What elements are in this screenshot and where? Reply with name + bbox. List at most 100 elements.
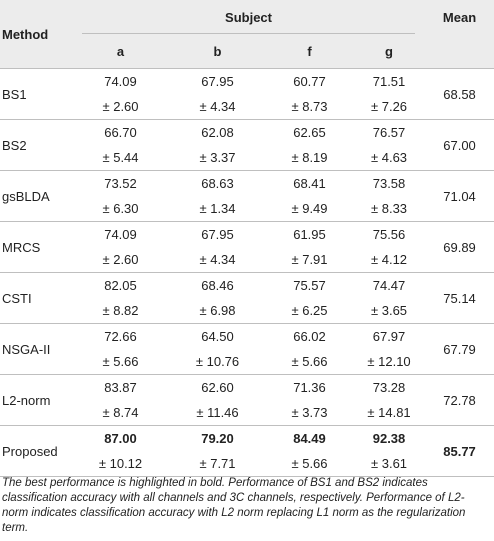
cell-value: 67.95 xyxy=(201,227,234,242)
cell-value: 72.66 xyxy=(104,329,137,344)
cell-std: ± 8.82 xyxy=(72,298,169,324)
cell-value: 62.08 xyxy=(201,125,234,140)
cell-std: ± 3.73 xyxy=(266,400,353,426)
cell-std: ± 8.19 xyxy=(266,145,353,171)
cell-value: 73.28 xyxy=(372,380,406,395)
cell-value: 82.05 xyxy=(104,278,137,293)
cell-value: 75.57 xyxy=(293,278,326,293)
method-name: gsBLDA xyxy=(0,170,72,222)
cell-value: 87.00 xyxy=(104,431,137,446)
table-row: CSTI 82.05 68.46 75.57 74.47 75.14 xyxy=(0,272,494,324)
cell-value: 64.50 xyxy=(201,329,234,344)
table-row-std: ± 8.82 ± 6.98 ± 6.25 ± 3.65 xyxy=(0,298,494,324)
table-row-std: ± 10.12 ± 7.71 ± 5.66 ± 3.61 xyxy=(0,451,494,477)
cell-std: ± 7.71 xyxy=(169,451,266,477)
header-subject-b: b xyxy=(169,34,266,69)
cell-std: ± 4.63 xyxy=(353,145,426,171)
cell-value: 74.09 xyxy=(104,74,137,89)
header-mean: Mean xyxy=(425,0,494,69)
mean-value: 67.00 xyxy=(425,119,494,171)
cell-std: ± 3.37 xyxy=(169,145,266,171)
table-footnote: The best performance is highlighted in b… xyxy=(2,477,466,534)
cell-value: 92.38 xyxy=(372,431,406,446)
cell-value: 67.95 xyxy=(201,74,234,89)
table-row-std: ± 2.60 ± 4.34 ± 8.73 ± 7.26 xyxy=(0,94,494,120)
table-body: BS1 74.09 67.95 60.77 71.51 68.58 ± 2.60… xyxy=(0,68,494,477)
cell-value: 84.49 xyxy=(293,431,326,446)
cell-std: ± 4.12 xyxy=(353,247,426,273)
cell-std: ± 4.34 xyxy=(169,247,266,273)
cell-std: ± 2.60 xyxy=(72,247,169,273)
cell-std: ± 8.74 xyxy=(72,400,169,426)
cell-value: 74.47 xyxy=(372,278,406,293)
cell-std: ± 2.60 xyxy=(72,94,169,120)
cell-std: ± 4.34 xyxy=(169,94,266,120)
method-name: BS1 xyxy=(0,68,72,120)
cell-value: 61.95 xyxy=(293,227,326,242)
header-subject-cell: Subject xyxy=(72,0,426,34)
cell-value: 68.46 xyxy=(201,278,234,293)
mean-value: 85.77 xyxy=(425,425,494,477)
table-row: gsBLDA 73.52 68.63 68.41 73.58 71.04 xyxy=(0,170,494,222)
mean-value: 75.14 xyxy=(425,272,494,324)
cell-std: ± 5.66 xyxy=(72,349,169,375)
cell-std: ± 11.46 xyxy=(169,400,266,426)
cell-std: ± 1.34 xyxy=(169,196,266,222)
cell-value: 71.51 xyxy=(372,74,406,89)
table-row: L2-norm 83.87 62.60 71.36 73.28 72.78 xyxy=(0,374,494,426)
cell-value: 73.52 xyxy=(104,176,137,191)
cell-std: ± 9.49 xyxy=(266,196,353,222)
cell-std: ± 5.66 xyxy=(266,349,353,375)
cell-value: 73.58 xyxy=(372,176,406,191)
cell-std: ± 10.76 xyxy=(169,349,266,375)
cell-std: ± 8.73 xyxy=(266,94,353,120)
table-row: NSGA-II 72.66 64.50 66.02 67.97 67.79 xyxy=(0,323,494,375)
cell-value: 74.09 xyxy=(104,227,137,242)
method-name: MRCS xyxy=(0,221,72,273)
header-subject-g: g xyxy=(353,34,426,69)
cell-std: ± 6.30 xyxy=(72,196,169,222)
cell-std: ± 12.10 xyxy=(353,349,426,375)
cell-value: 83.87 xyxy=(104,380,137,395)
table-row-std: ± 5.66 ± 10.76 ± 5.66 ± 12.10 xyxy=(0,349,494,375)
cell-value: 75.56 xyxy=(372,227,406,242)
results-table: Method Subject Mean a b f g BS1 74.09 67… xyxy=(0,0,494,477)
cell-value: 67.97 xyxy=(372,329,406,344)
table-row-std: ± 6.30 ± 1.34 ± 9.49 ± 8.33 xyxy=(0,196,494,222)
cell-value: 76.57 xyxy=(372,125,406,140)
mean-value: 69.89 xyxy=(425,221,494,273)
cell-value: 62.65 xyxy=(293,125,326,140)
cell-std: ± 8.33 xyxy=(353,196,426,222)
mean-value: 67.79 xyxy=(425,323,494,375)
mean-value: 68.58 xyxy=(425,68,494,120)
header-method: Method xyxy=(0,0,72,69)
cell-std: ± 5.44 xyxy=(72,145,169,171)
cell-std: ± 6.25 xyxy=(266,298,353,324)
method-name: CSTI xyxy=(0,272,72,324)
cell-value: 68.41 xyxy=(293,176,326,191)
table-row: BS1 74.09 67.95 60.77 71.51 68.58 xyxy=(0,68,494,120)
table-row-std: ± 2.60 ± 4.34 ± 7.91 ± 4.12 xyxy=(0,247,494,273)
cell-value: 62.60 xyxy=(201,380,234,395)
table-row-std: ± 8.74 ± 11.46 ± 3.73 ± 14.81 xyxy=(0,400,494,426)
cell-value: 66.02 xyxy=(293,329,326,344)
header-row-1: Method Subject Mean xyxy=(0,0,494,69)
cell-std: ± 6.98 xyxy=(169,298,266,324)
cell-std: ± 7.26 xyxy=(353,94,426,120)
method-name: BS2 xyxy=(0,119,72,171)
cell-std: ± 7.91 xyxy=(266,247,353,273)
table-row-std: ± 5.44 ± 3.37 ± 8.19 ± 4.63 xyxy=(0,145,494,171)
method-name: L2-norm xyxy=(0,374,72,426)
cell-value: 60.77 xyxy=(293,74,326,89)
method-name: NSGA-II xyxy=(0,323,72,375)
cell-value: 66.70 xyxy=(104,125,137,140)
cell-value: 68.63 xyxy=(201,176,234,191)
cell-std: ± 10.12 xyxy=(72,451,169,477)
header-row-2: a b f g xyxy=(0,34,494,69)
header-subject-a: a xyxy=(72,34,169,69)
method-name: Proposed xyxy=(0,425,72,477)
table-row: MRCS 74.09 67.95 61.95 75.56 69.89 xyxy=(0,221,494,273)
subject-rule xyxy=(82,33,416,34)
header-subject: Subject xyxy=(225,9,272,25)
